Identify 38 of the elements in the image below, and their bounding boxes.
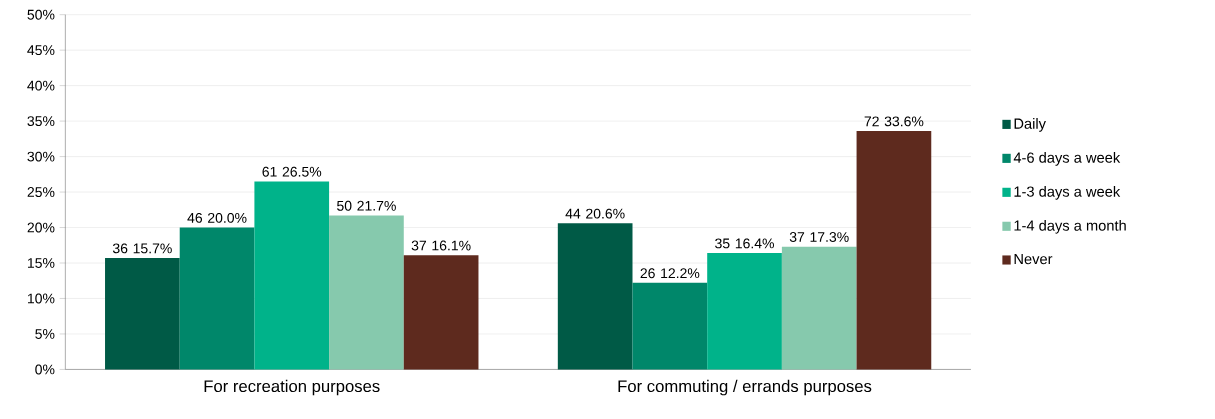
x-tick-label: For commuting / errands purposes bbox=[618, 379, 872, 396]
data-label: 61 26.5% bbox=[262, 166, 322, 177]
data-label: 72 33.6% bbox=[864, 116, 924, 127]
y-tick-label: 0% bbox=[35, 364, 55, 375]
y-tick-label: 5% bbox=[35, 329, 55, 339]
legend-label: 4-6 days a week bbox=[1013, 152, 1121, 166]
y-tick-label: 35% bbox=[27, 116, 55, 127]
y-tick-label: 30% bbox=[27, 151, 55, 162]
y-tick-label: 25% bbox=[27, 187, 55, 198]
y-tick-label: 50% bbox=[27, 9, 55, 20]
legend-label: 1-3 days a week bbox=[1014, 186, 1121, 200]
bar bbox=[254, 181, 330, 370]
data-label: 37 16.1% bbox=[411, 240, 471, 251]
data-label: 44 20.6% bbox=[565, 208, 625, 219]
bar bbox=[781, 246, 857, 370]
bar bbox=[707, 253, 782, 370]
y-tick-label: 20% bbox=[27, 222, 55, 233]
bar bbox=[179, 227, 255, 370]
data-label: 35 16.4% bbox=[715, 238, 774, 249]
bar bbox=[856, 131, 932, 370]
x-tick-label: For recreation purposes bbox=[204, 379, 380, 396]
bar bbox=[329, 215, 404, 370]
bar bbox=[403, 255, 479, 370]
data-label: 26 12.2% bbox=[640, 268, 700, 279]
data-label: 50 21.7% bbox=[337, 200, 396, 211]
y-tick-label: 45% bbox=[27, 45, 55, 56]
bar bbox=[632, 282, 708, 370]
data-label: 37 17.3% bbox=[789, 232, 849, 243]
data-label: 36 15.7% bbox=[112, 243, 172, 254]
data-label: 46 20.0% bbox=[187, 213, 247, 223]
legend-label: Daily bbox=[1014, 118, 1046, 132]
legend-label: 1-4 days a month bbox=[1014, 220, 1126, 234]
y-tick-label: 10% bbox=[27, 293, 55, 304]
bar bbox=[105, 258, 180, 370]
y-tick-label: 15% bbox=[27, 258, 55, 269]
y-tick-label: 40% bbox=[27, 80, 55, 91]
legend-label: Never bbox=[1014, 254, 1053, 265]
bar bbox=[557, 223, 633, 370]
